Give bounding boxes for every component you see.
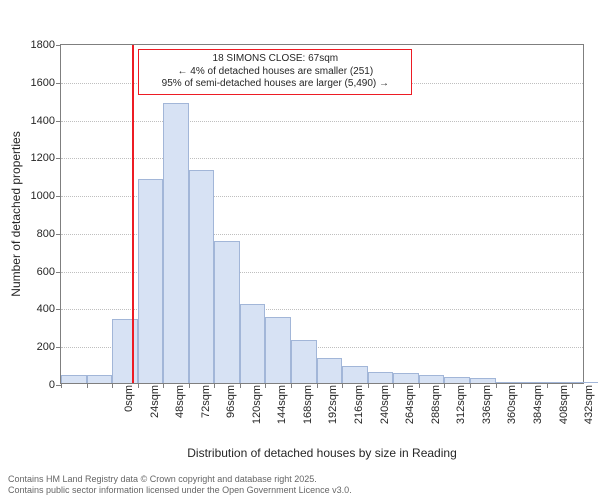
plot-area: 0200400600800100012001400160018000sqm24s… [60, 44, 584, 384]
xtick-mark [87, 383, 88, 388]
xtick-label: 384sqm [532, 383, 544, 441]
xtick-mark [189, 383, 190, 388]
ytick-label: 600 [37, 266, 61, 278]
xtick-mark [214, 383, 215, 388]
xtick-label: 432sqm [583, 383, 595, 441]
xtick-mark [393, 383, 394, 388]
histogram-bar [265, 317, 291, 383]
ytick-label: 400 [37, 303, 61, 315]
xtick-mark [291, 383, 292, 388]
xtick-label: 264sqm [404, 383, 416, 441]
callout-line1: 18 SIMONS CLOSE: 67sqm [145, 53, 405, 66]
xtick-mark [61, 383, 62, 388]
xtick-label: 144sqm [276, 383, 288, 441]
ytick-label: 1200 [31, 152, 61, 164]
xtick-mark [547, 383, 548, 388]
xtick-mark [342, 383, 343, 388]
histogram-bar [61, 375, 87, 383]
reference-line [132, 45, 134, 383]
histogram-bar [342, 366, 368, 383]
histogram-bar [138, 179, 164, 383]
xtick-label: 216sqm [353, 383, 365, 441]
x-axis-label: Distribution of detached houses by size … [187, 446, 457, 460]
ytick-label: 800 [37, 228, 61, 240]
ytick-label: 1400 [31, 115, 61, 127]
xtick-label: 336sqm [481, 383, 493, 441]
xtick-mark [317, 383, 318, 388]
histogram-bar [163, 103, 189, 383]
histogram-bar [291, 340, 317, 383]
xtick-mark [470, 383, 471, 388]
callout-line3: 95% of semi-detached houses are larger (… [145, 78, 405, 91]
histogram-bar [317, 358, 343, 384]
xtick-label: 288sqm [430, 383, 442, 441]
xtick-label: 192sqm [327, 383, 339, 441]
xtick-label: 408sqm [558, 383, 570, 441]
xtick-label: 168sqm [302, 383, 314, 441]
xtick-label: 48sqm [174, 383, 186, 441]
histogram-bar [240, 304, 266, 383]
y-axis-label: Number of detached properties [9, 131, 23, 296]
xtick-mark [521, 383, 522, 388]
ytick-label: 1600 [31, 77, 61, 89]
gridline-h [61, 158, 583, 159]
xtick-mark [419, 383, 420, 388]
xtick-mark [444, 383, 445, 388]
ytick-label: 200 [37, 341, 61, 353]
ytick-label: 0 [49, 379, 61, 391]
histogram-bar [87, 375, 113, 384]
footer-attribution: Contains HM Land Registry data © Crown c… [8, 474, 352, 496]
xtick-label: 96sqm [225, 383, 237, 441]
histogram-bar [419, 375, 445, 384]
histogram-bar [214, 241, 240, 383]
ytick-label: 1000 [31, 190, 61, 202]
xtick-mark [138, 383, 139, 388]
callout-line2: ← 4% of detached houses are smaller (251… [145, 66, 405, 79]
xtick-label: 360sqm [506, 383, 518, 441]
ytick-label: 1800 [31, 39, 61, 51]
xtick-mark [163, 383, 164, 388]
xtick-mark [265, 383, 266, 388]
histogram-bar [189, 170, 215, 383]
gridline-h [61, 121, 583, 122]
histogram-bar [368, 372, 394, 383]
xtick-label: 0sqm [123, 383, 135, 441]
xtick-label: 24sqm [149, 383, 161, 441]
footer-line2: Contains public sector information licen… [8, 485, 352, 496]
histogram-bar [393, 373, 419, 383]
callout-box: 18 SIMONS CLOSE: 67sqm← 4% of detached h… [138, 49, 412, 95]
xtick-label: 120sqm [251, 383, 263, 441]
xtick-label: 72sqm [200, 383, 212, 441]
xtick-label: 312sqm [455, 383, 467, 441]
xtick-label: 240sqm [379, 383, 391, 441]
histogram-chart: 0 200 400 600 800 1000 1200 1400 1600 1800 0sqm 24s… [0, 0, 600, 500]
xtick-mark [368, 383, 369, 388]
xtick-mark [496, 383, 497, 388]
xtick-mark [240, 383, 241, 388]
xtick-mark [572, 383, 573, 388]
footer-line1: Contains HM Land Registry data © Crown c… [8, 474, 352, 485]
xtick-mark [112, 383, 113, 388]
